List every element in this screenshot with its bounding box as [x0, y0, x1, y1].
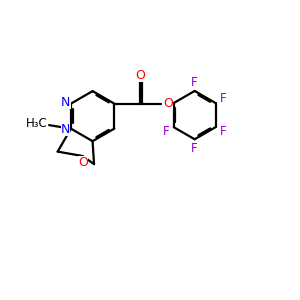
Text: F: F	[220, 125, 226, 138]
Text: O: O	[163, 97, 173, 110]
Text: N: N	[61, 123, 70, 136]
Text: F: F	[163, 125, 169, 138]
Text: F: F	[191, 76, 198, 88]
Text: F: F	[191, 142, 198, 154]
Text: O: O	[78, 156, 88, 169]
Text: F: F	[220, 92, 226, 105]
Text: H₃C: H₃C	[26, 117, 47, 130]
Text: N: N	[61, 96, 70, 109]
Text: O: O	[135, 69, 145, 82]
